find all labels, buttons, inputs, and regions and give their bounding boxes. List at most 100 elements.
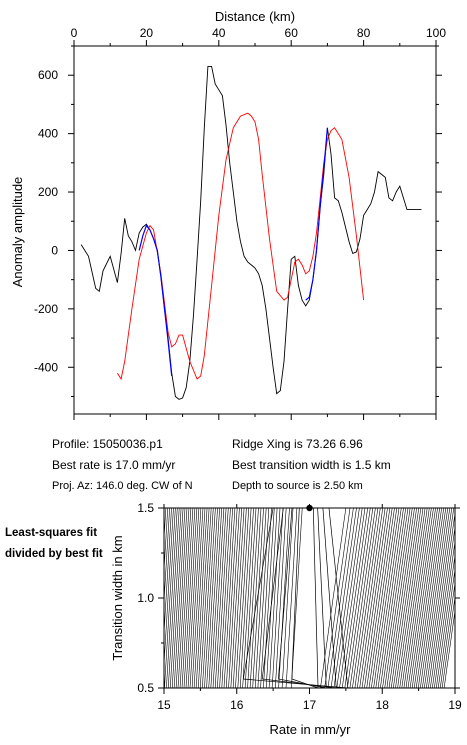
contour-line bbox=[395, 508, 422, 688]
top-xlabel: Distance (km) bbox=[215, 9, 295, 24]
contour-line bbox=[244, 508, 257, 688]
contour-line bbox=[366, 508, 393, 688]
contour-line bbox=[428, 508, 455, 688]
contour-line bbox=[397, 508, 424, 688]
contour-line bbox=[344, 508, 371, 688]
contour-line bbox=[405, 508, 432, 688]
contour-line bbox=[187, 508, 200, 688]
contour-line bbox=[263, 508, 275, 688]
contour-line bbox=[399, 508, 426, 688]
contour-line bbox=[164, 508, 167, 545]
contour-line bbox=[426, 508, 453, 688]
contour-line bbox=[439, 581, 455, 688]
contour-line bbox=[420, 508, 447, 688]
contour-line bbox=[275, 508, 287, 688]
contour-line bbox=[181, 508, 194, 688]
valley-contour bbox=[291, 508, 319, 688]
contour-line bbox=[164, 508, 169, 575]
contour-line bbox=[169, 508, 182, 688]
contour-line bbox=[210, 508, 223, 688]
ytick-label: 600 bbox=[38, 68, 58, 82]
contour-line bbox=[357, 508, 383, 688]
contour-line bbox=[202, 508, 214, 688]
contour-line bbox=[260, 508, 272, 688]
contour-line bbox=[436, 553, 455, 688]
contour-line bbox=[252, 508, 264, 688]
contour-line bbox=[380, 508, 406, 688]
depth-to-source-text: Depth to source is 2.50 km bbox=[232, 480, 363, 492]
contour-line bbox=[219, 508, 231, 688]
contour-line bbox=[401, 508, 428, 688]
contour-line bbox=[247, 508, 259, 688]
contour-line bbox=[371, 508, 398, 688]
contour-line bbox=[195, 508, 208, 688]
contour-line bbox=[330, 508, 357, 688]
contour-xtick-label: 18 bbox=[376, 698, 390, 712]
contour-line bbox=[333, 508, 360, 688]
contour-line bbox=[214, 508, 227, 688]
contour-line bbox=[223, 508, 236, 688]
contour-line bbox=[373, 508, 400, 688]
contour-line bbox=[386, 508, 413, 688]
contour-line bbox=[424, 508, 451, 688]
top-xtick-label: 40 bbox=[212, 26, 226, 40]
contour-line bbox=[168, 508, 180, 688]
top-ylabel: Anomaly amplitude bbox=[10, 177, 25, 288]
ytick-label: -200 bbox=[34, 302, 58, 316]
contour-line bbox=[364, 508, 391, 688]
contour-line bbox=[393, 508, 420, 688]
contour-xtick-label: 17 bbox=[303, 698, 317, 712]
contour-line bbox=[388, 508, 415, 688]
contour-line bbox=[320, 508, 347, 688]
contour-line bbox=[361, 508, 388, 688]
contour-line bbox=[352, 508, 379, 688]
contour-line bbox=[271, 508, 284, 688]
contour-xtick-label: 16 bbox=[230, 698, 244, 712]
contour-line bbox=[411, 508, 438, 688]
contour-line bbox=[177, 508, 190, 688]
contour-line bbox=[375, 508, 402, 688]
contour-line bbox=[164, 508, 176, 688]
top-xtick-label: 100 bbox=[426, 26, 446, 40]
top-xtick-label: 60 bbox=[285, 26, 299, 40]
contour-line bbox=[235, 508, 247, 688]
projection-azimuth-text: Proj. Az: 146.0 deg. CW of N bbox=[52, 480, 193, 492]
contour-line bbox=[368, 508, 395, 688]
contour-line bbox=[324, 508, 351, 688]
contour-line bbox=[191, 508, 204, 688]
valley-contour bbox=[261, 508, 337, 688]
contour-line bbox=[278, 508, 290, 688]
contour-line bbox=[166, 508, 178, 688]
contour-plot-background bbox=[164, 508, 455, 688]
contour-line bbox=[409, 508, 436, 688]
contour-line bbox=[217, 508, 229, 688]
contour-line bbox=[336, 508, 363, 688]
contour-line bbox=[164, 508, 172, 638]
top-xtick-label: 80 bbox=[357, 26, 371, 40]
contour-line bbox=[403, 508, 430, 688]
contour-line bbox=[189, 508, 202, 688]
contour-line bbox=[257, 508, 270, 688]
contour-line bbox=[164, 508, 165, 514]
bottom-xlabel: Rate in mm/yr bbox=[270, 722, 352, 737]
anomaly-chart: 0 20 40 60 80 100 -400 -200 0 200 400 600 Distance … bbox=[10, 9, 446, 420]
contour-line bbox=[443, 608, 455, 688]
contour-line bbox=[415, 508, 442, 688]
contour-line bbox=[268, 508, 281, 688]
contour-line bbox=[382, 508, 409, 688]
contour-line bbox=[413, 508, 440, 688]
contour-line bbox=[354, 508, 381, 688]
contour-line bbox=[230, 508, 242, 688]
best-width-text: Best transition width is 1.5 km bbox=[232, 458, 391, 472]
contour-line bbox=[384, 508, 411, 688]
contour-line bbox=[175, 508, 188, 688]
contour-line bbox=[339, 508, 366, 688]
contour-xtick-label: 19 bbox=[448, 698, 462, 712]
contour-line bbox=[430, 511, 455, 688]
contour-line bbox=[265, 508, 278, 688]
contour-line bbox=[327, 508, 354, 688]
contour-line bbox=[347, 508, 374, 688]
contour-line bbox=[200, 508, 212, 688]
top-xtick-label: 20 bbox=[140, 26, 154, 40]
best-fit-marker bbox=[306, 504, 313, 512]
